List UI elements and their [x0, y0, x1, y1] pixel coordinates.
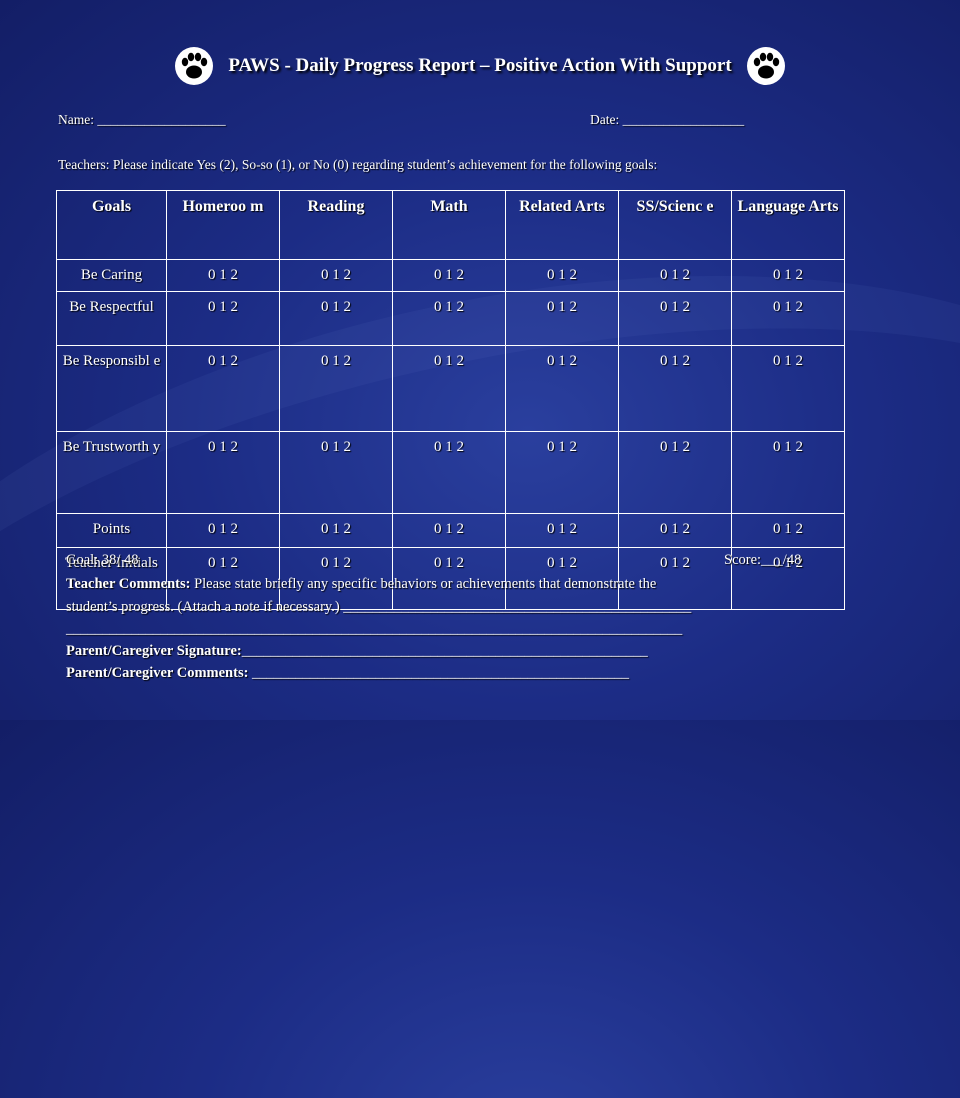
comments-blank-line[interactable]: ________________________________________… [66, 621, 683, 637]
rating-cell[interactable]: 0 1 2 [618, 431, 732, 514]
rating-cell[interactable]: 0 1 2 [279, 345, 393, 432]
title-row: PAWS - Daily Progress Report – Positive … [0, 44, 960, 88]
header-ss-science: SS/Scienc e [618, 190, 732, 260]
rating-cell[interactable]: 0 1 2 [392, 547, 506, 610]
rating-cell[interactable]: 0 1 2 [618, 291, 732, 346]
rating-cell[interactable]: 0 1 2 [279, 259, 393, 292]
header-goals: Goals [56, 190, 167, 260]
header-reading: Reading [279, 190, 393, 260]
goal-cell: Be Caring [56, 259, 167, 292]
goal-cell: Teacher Initials [56, 547, 167, 610]
rating-cell[interactable]: 0 1 2 [166, 547, 280, 610]
header-homeroom: Homeroo m [166, 190, 280, 260]
rating-cell[interactable]: 0 1 2 [279, 513, 393, 548]
teacher-comments-label: Teacher Comments: [66, 576, 191, 592]
parent-signature-label: Parent/Caregiver Signature: [66, 643, 242, 659]
rating-cell[interactable]: 0 1 2 [731, 259, 845, 292]
rating-cell[interactable]: 0 1 2 [505, 291, 619, 346]
rating-cell[interactable]: 0 1 2 [505, 345, 619, 432]
parent-comments-line: Parent/Caregiver Comments: _____________… [66, 665, 629, 682]
table-header-row: Goals Homeroo m Reading Math Related Art… [56, 190, 845, 260]
table-row: Teacher Initials 0 1 2 0 1 2 0 1 2 0 1 2… [56, 547, 845, 610]
rating-cell[interactable]: 0 1 2 [505, 513, 619, 548]
instructions-text: Teachers: Please indicate Yes (2), So-so… [58, 157, 658, 172]
parent-signature-line: Parent/Caregiver Signature:_____________… [66, 643, 648, 660]
goal-cell: Be Respectful [56, 291, 167, 346]
rating-cell[interactable]: 0 1 2 [618, 345, 732, 432]
teacher-comments-line-2[interactable]: student’s progress. (Attach a note if ne… [66, 599, 692, 615]
name-field-label: Name: ___________________ [58, 112, 226, 127]
rating-cell[interactable]: 0 1 2 [618, 547, 732, 610]
teacher-comments-text: Please state briefly any specific behavi… [190, 576, 657, 592]
rating-cell[interactable]: 0 1 2 [618, 513, 732, 548]
goal-cell: Points [56, 513, 167, 548]
teacher-comments-line: Teacher Comments: Please state briefly a… [66, 576, 656, 593]
rating-cell[interactable]: 0 1 2 [618, 259, 732, 292]
goal-cell: Be Responsibl e [56, 345, 167, 432]
rating-cell[interactable]: 0 1 2 [392, 291, 506, 346]
rating-cell[interactable]: 0 1 2 [505, 547, 619, 610]
rating-cell[interactable]: 0 1 2 [166, 259, 280, 292]
rating-cell[interactable]: 0 1 2 [392, 513, 506, 548]
goal-score-label: Goal: 38/ 48 [66, 552, 139, 568]
rating-cell[interactable]: 0 1 2 [731, 431, 845, 514]
header-math: Math [392, 190, 506, 260]
rating-cell[interactable]: 0 1 2 [279, 431, 393, 514]
rating-cell[interactable]: 0 1 2 [166, 513, 280, 548]
progress-table: Goals Homeroo m Reading Math Related Art… [56, 190, 845, 610]
header-related-arts: Related Arts [505, 190, 619, 260]
paw-print-icon-left [175, 47, 214, 85]
rating-cell[interactable]: 0 1 2 [166, 431, 280, 514]
rating-cell[interactable]: 0 1 2 [166, 291, 280, 346]
header-language-arts: Language Arts [731, 190, 845, 260]
rating-cell[interactable]: 0 1 2 [731, 513, 845, 548]
paw-print-icon-right [746, 47, 785, 85]
rating-cell[interactable]: 0 1 2 [731, 547, 845, 610]
table-row: Be Caring 0 1 2 0 1 2 0 1 2 0 1 2 0 1 2 … [56, 259, 845, 292]
parent-comments-field[interactable]: ________________________________________… [248, 665, 630, 681]
rating-cell[interactable]: 0 1 2 [279, 291, 393, 346]
rating-cell[interactable]: 0 1 2 [731, 291, 845, 346]
date-field-label: Date: __________________ [590, 112, 745, 127]
rating-cell[interactable]: 0 1 2 [279, 547, 393, 610]
rating-cell[interactable]: 0 1 2 [392, 345, 506, 432]
rating-cell[interactable]: 0 1 2 [166, 345, 280, 432]
parent-comments-label: Parent/Caregiver Comments: [66, 665, 249, 681]
rating-cell[interactable]: 0 1 2 [392, 259, 506, 292]
table-row: Be Responsibl e 0 1 2 0 1 2 0 1 2 0 1 2 … [56, 345, 845, 432]
rating-cell[interactable]: 0 1 2 [505, 431, 619, 514]
rating-cell[interactable]: 0 1 2 [392, 431, 506, 514]
goal-cell: Be Trustworth y [56, 431, 167, 514]
page-title: PAWS - Daily Progress Report – Positive … [228, 55, 732, 76]
rating-cell[interactable]: 0 1 2 [505, 259, 619, 292]
table-row: Be Respectful 0 1 2 0 1 2 0 1 2 0 1 2 0 … [56, 291, 845, 346]
table-row: Points 0 1 2 0 1 2 0 1 2 0 1 2 0 1 2 0 1… [56, 513, 845, 548]
score-label: Score:___/48 [724, 552, 802, 568]
table-row: Be Trustworth y 0 1 2 0 1 2 0 1 2 0 1 2 … [56, 431, 845, 514]
rating-cell[interactable]: 0 1 2 [731, 345, 845, 432]
parent-signature-field[interactable]: ________________________________________… [241, 643, 648, 659]
